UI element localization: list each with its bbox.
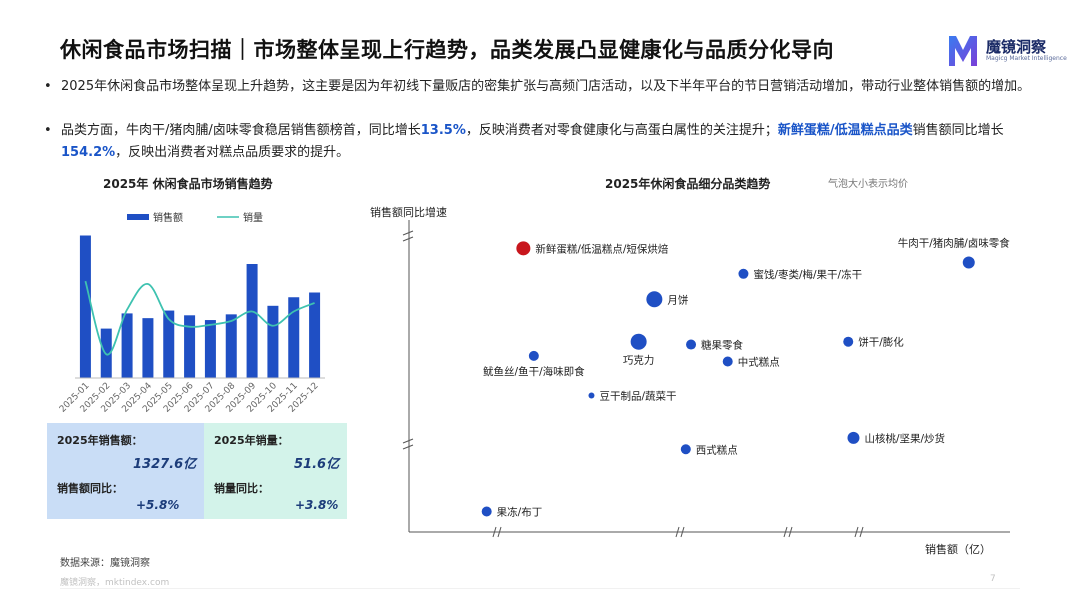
page-title: 休闲食品市场扫描｜市场整体呈现上行趋势，品类发展凸显健康化与品质分化导向 bbox=[60, 38, 834, 62]
bubble-label: 牛肉干/猪肉脯/卤味零食 bbox=[898, 236, 1011, 249]
bubble-label: 月饼 bbox=[667, 293, 688, 306]
bar-2025-05 bbox=[163, 310, 175, 378]
bubble-label: 蜜饯/枣类/梅/果干/冻干 bbox=[753, 268, 862, 281]
bubble-label: 巧克力 bbox=[623, 354, 655, 367]
bar-2025-04 bbox=[142, 318, 154, 378]
bubble-label: 西式糕点 bbox=[696, 443, 738, 456]
legend-label-volume: 销量 bbox=[243, 211, 263, 224]
bubble-label: 山核桃/坚果/炒货 bbox=[864, 432, 945, 445]
bullet-segment: 品类方面，牛肉干/猪肉脯/卤味零食稳居销售额榜首，同比增长 bbox=[61, 123, 421, 138]
bubble-point bbox=[481, 506, 492, 517]
bubble-point bbox=[738, 268, 749, 279]
bullet-segment: 销售额同比增长 bbox=[912, 123, 1004, 138]
bubble-point bbox=[646, 291, 663, 308]
bar-2025-07 bbox=[204, 320, 216, 378]
x-axis-label: 销售额（亿） bbox=[925, 542, 991, 556]
bubble-chart-title: 2025年休闲食品细分品类趋势 bbox=[605, 177, 771, 191]
bubble-point bbox=[686, 339, 697, 350]
x-axis-break-2 bbox=[675, 526, 685, 538]
bar-2025-09 bbox=[246, 264, 258, 378]
kpi-label-volume-yoy: 销量同比： bbox=[214, 482, 269, 495]
highlight-text: 13.5% bbox=[420, 123, 466, 138]
kpi-panel-volume bbox=[204, 423, 347, 519]
kpi-value-volume-yoy: +3.8% bbox=[295, 498, 339, 512]
footer-divider bbox=[60, 588, 1020, 589]
bubble-point bbox=[680, 444, 691, 455]
logo-name: 魔镜洞察 bbox=[986, 38, 1047, 56]
chart-legend: 销售额 销量 bbox=[127, 211, 263, 224]
x-axis-break-1 bbox=[492, 526, 502, 538]
bubble-point bbox=[843, 336, 854, 347]
kpi-label-volume: 2025年销量： bbox=[214, 434, 289, 447]
kpi-label-sales-yoy: 销售额同比： bbox=[57, 482, 123, 495]
highlight-text: 154.2% bbox=[61, 145, 116, 160]
bubble-label: 新鲜蛋糕/低温糕点/短保烘焙 bbox=[535, 242, 669, 255]
bar-2025-01 bbox=[79, 235, 91, 378]
logo-m-icon bbox=[949, 36, 977, 66]
bar-2025-11 bbox=[288, 297, 300, 378]
bubble-size-note: 气泡大小表示均价 bbox=[828, 179, 908, 190]
kpi-value-sales-yoy: +5.8% bbox=[136, 498, 180, 512]
bubble-label: 豆干制品/蔬菜干 bbox=[599, 389, 676, 402]
kpi-value-volume: 51.6亿 bbox=[294, 457, 340, 472]
bubble-label: 糖果零食 bbox=[701, 339, 743, 352]
bubble-point bbox=[847, 431, 860, 444]
category-bubble-chart: 销售额同比增速 销售额（亿） 新鲜蛋糕/低温糕点/短保烘焙 牛肉干/猪肉脯/卤味零… bbox=[370, 205, 1011, 556]
bar-2025-08 bbox=[225, 314, 237, 378]
sales-trend-chart: 销售额 销量 2025-012025-022025-032025-042025-… bbox=[58, 211, 325, 415]
legend-swatch-sales bbox=[127, 214, 149, 220]
bubble-point bbox=[588, 392, 595, 399]
bubble-label: 饼干/膨化 bbox=[858, 336, 904, 349]
footer-site: 魔镜洞察，mktindex.com bbox=[60, 578, 170, 588]
bullet-text: 品类方面，牛肉干/猪肉脯/卤味零食稳居销售额榜首，同比增长13.5%，反映消费者… bbox=[61, 120, 1034, 164]
bubble-point bbox=[630, 333, 647, 350]
bullet-segment: 2025年休闲食品市场整体呈现上升趋势，这主要是因为年初线下量贩店的密集扩张与高… bbox=[61, 79, 1031, 94]
bubble-label: 果冻/布丁 bbox=[497, 506, 543, 519]
x-axis-break-4 bbox=[854, 526, 864, 538]
bullet-2: • 品类方面，牛肉干/猪肉脯/卤味零食稳居销售额榜首，同比增长13.5%，反映消… bbox=[44, 120, 1034, 164]
bullet-1: • 2025年休闲食品市场整体呈现上升趋势，这主要是因为年初线下量贩店的密集扩张… bbox=[44, 76, 1034, 98]
kpi-value-sales: 1327.6亿 bbox=[133, 457, 197, 472]
bubble-point bbox=[528, 350, 539, 361]
y-axis-label: 销售额同比增速 bbox=[370, 205, 447, 219]
bullet-text: 2025年休闲食品市场整体呈现上升趋势，这主要是因为年初线下量贩店的密集扩张与高… bbox=[61, 76, 1034, 98]
kpi-label-sales: 2025年销售额： bbox=[57, 434, 143, 447]
bubble-point bbox=[962, 256, 975, 269]
bubble-label: 鱿鱼丝/鱼干/海味即食 bbox=[483, 365, 585, 378]
bubble-point bbox=[722, 356, 733, 367]
y-axis-break-top bbox=[402, 230, 414, 242]
volume-line bbox=[84, 280, 315, 356]
highlight-text: 新鲜蛋糕/低温糕点品类 bbox=[777, 123, 913, 138]
logo-subtitle: Magicg Market Intelligence bbox=[986, 55, 1067, 62]
bubble-point bbox=[516, 241, 531, 256]
y-axis-break-bottom bbox=[402, 438, 414, 450]
page-number: 7 bbox=[990, 574, 996, 584]
bar-chart-title: 2025年 休闲食品市场销售趋势 bbox=[103, 177, 273, 191]
bullet-segment: ，反映消费者对零食健康化与高蛋白属性的关注提升； bbox=[465, 123, 778, 138]
x-axis-break-3 bbox=[783, 526, 793, 538]
bar-2025-12 bbox=[309, 292, 321, 378]
bar-2025-06 bbox=[184, 315, 196, 378]
bullet-segment: ，反映出消费者对糕点品质要求的提升。 bbox=[115, 145, 350, 160]
data-source: 数据来源：魔镜洞察 bbox=[60, 558, 150, 569]
bar-2025-03 bbox=[121, 313, 133, 378]
bullet-dot: • bbox=[44, 79, 52, 94]
kpi-panel-sales bbox=[47, 423, 204, 519]
bullet-dot: • bbox=[44, 123, 52, 138]
bar-2025-10 bbox=[267, 305, 279, 378]
brand-logo: 魔镜洞察 Magicg Market Intelligence bbox=[946, 32, 1067, 72]
bubble-label: 中式糕点 bbox=[738, 356, 780, 369]
legend-label-sales: 销售额 bbox=[153, 211, 183, 224]
